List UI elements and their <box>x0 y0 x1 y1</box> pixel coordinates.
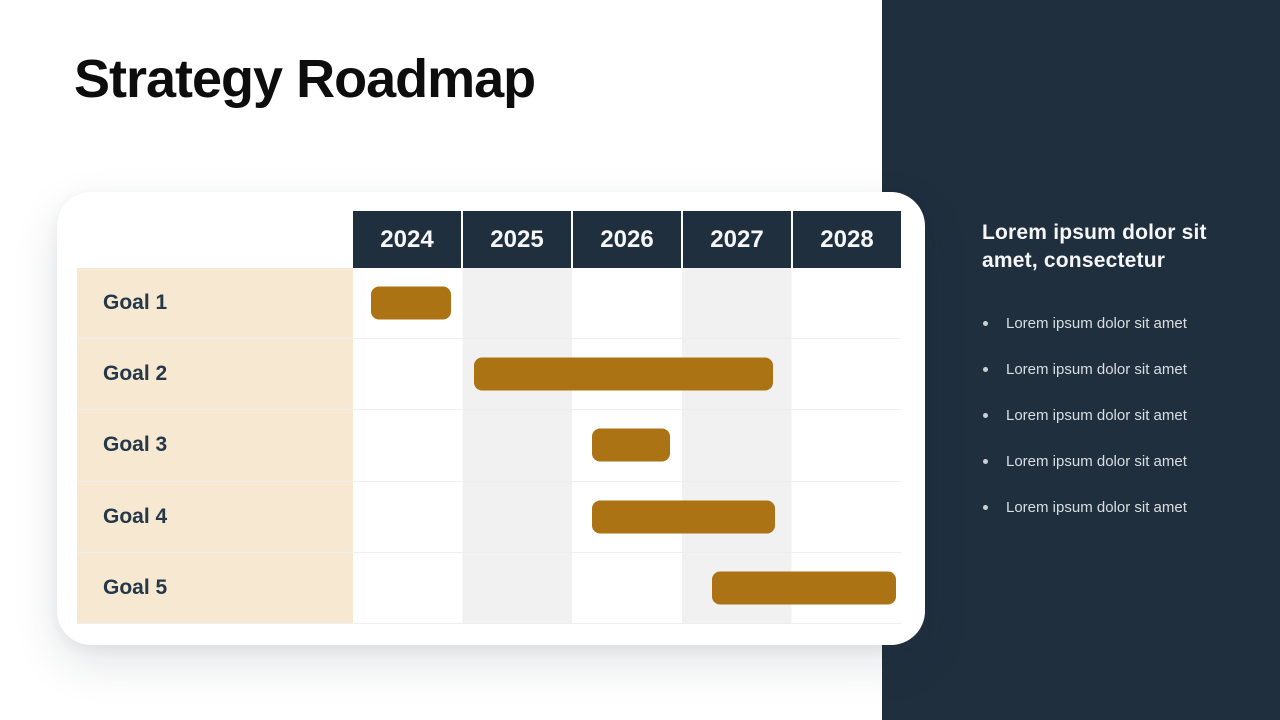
gantt-bar <box>591 500 775 534</box>
gantt-rows: Goal 1 Goal 2 Goal 3 Goal 4 Goal 5 <box>77 268 901 624</box>
bullet-icon <box>983 505 988 510</box>
list-item: Lorem ipsum dolor sit amet <box>983 452 1187 471</box>
table-row: Goal 3 <box>77 410 901 482</box>
list-item: Lorem ipsum dolor sit amet <box>983 314 1187 333</box>
gantt-bar <box>712 571 896 605</box>
year-column-header: 2027 <box>683 211 791 268</box>
goal-label: Goal 4 <box>77 481 353 552</box>
gantt-card: 2024 2025 2026 2027 2028 Goal 1 Goal 2 G… <box>57 192 925 645</box>
list-item: Lorem ipsum dolor sit amet <box>983 406 1187 425</box>
bullet-text: Lorem ipsum dolor sit amet <box>1006 499 1187 516</box>
gantt-bar <box>591 428 670 462</box>
gantt-bar <box>473 357 773 391</box>
bullet-icon <box>983 321 988 326</box>
year-column-header: 2025 <box>463 211 571 268</box>
gantt-track <box>353 481 901 552</box>
goal-label: Goal 1 <box>77 268 353 339</box>
bullet-icon <box>983 413 988 418</box>
sidebar-panel: Lorem ipsum dolor sit amet, consectetur … <box>882 0 1280 720</box>
bullet-text: Lorem ipsum dolor sit amet <box>1006 453 1187 470</box>
year-header-row: 2024 2025 2026 2027 2028 <box>353 211 901 268</box>
bullet-text: Lorem ipsum dolor sit amet <box>1006 361 1187 378</box>
year-column-header: 2028 <box>793 211 901 268</box>
gantt-track <box>353 552 901 623</box>
table-row: Goal 5 <box>77 552 901 624</box>
table-row: Goal 1 <box>77 268 901 340</box>
sidebar-heading: Lorem ipsum dolor sit amet, consectetur <box>982 221 1207 272</box>
gantt-track <box>353 268 901 339</box>
year-column-header: 2026 <box>573 211 681 268</box>
goal-label: Goal 2 <box>77 339 353 410</box>
list-item: Lorem ipsum dolor sit amet <box>983 498 1187 517</box>
goal-label: Goal 3 <box>77 410 353 481</box>
bullet-icon <box>983 459 988 464</box>
bullet-icon <box>983 367 988 372</box>
goal-label: Goal 5 <box>77 552 353 623</box>
bullet-text: Lorem ipsum dolor sit amet <box>1006 315 1187 332</box>
gantt-track <box>353 410 901 481</box>
year-column-header: 2024 <box>353 211 461 268</box>
sidebar-bullet-list: Lorem ipsum dolor sit amet Lorem ipsum d… <box>983 314 1187 544</box>
bullet-text: Lorem ipsum dolor sit amet <box>1006 407 1187 424</box>
page-title: Strategy Roadmap <box>74 49 536 109</box>
gantt-bar <box>370 286 451 320</box>
table-row: Goal 4 <box>77 481 901 553</box>
list-item: Lorem ipsum dolor sit amet <box>983 360 1187 379</box>
table-row: Goal 2 <box>77 339 901 411</box>
gantt-track <box>353 339 901 410</box>
